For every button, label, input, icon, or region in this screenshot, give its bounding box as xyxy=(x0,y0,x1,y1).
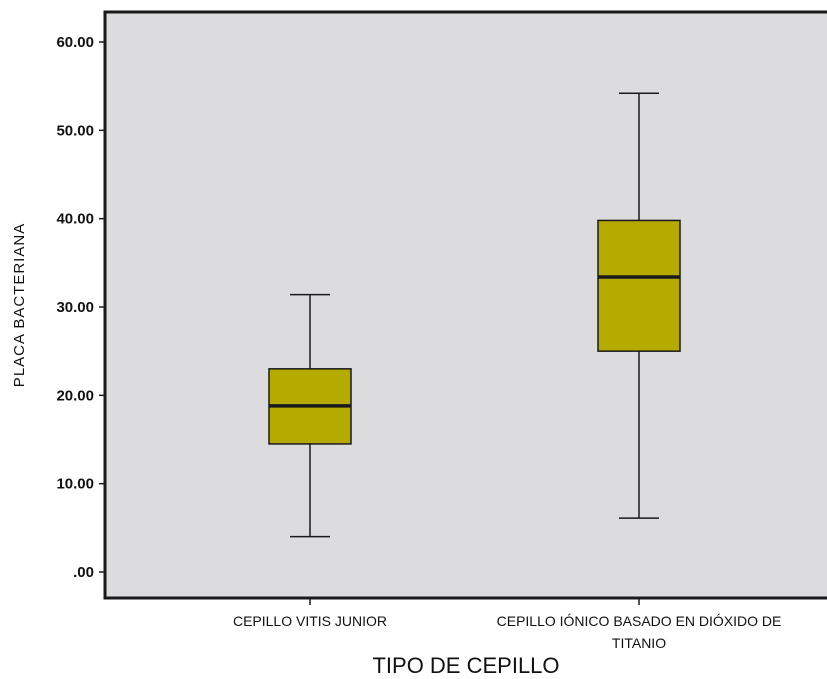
x-category-label: CEPILLO VITIS JUNIOR xyxy=(233,613,387,629)
iqr-box xyxy=(597,219,681,352)
y-axis-title: PLACA BACTERIANA xyxy=(11,223,28,387)
box-group xyxy=(268,293,352,538)
x-axis: CEPILLO VITIS JUNIOR CEPILLO IÓNICO BASAD… xyxy=(103,596,827,651)
plot-area xyxy=(105,12,827,598)
y-tick-label: .00 xyxy=(73,564,94,581)
y-tick-label: 20.00 xyxy=(56,387,94,404)
x-category-label: TITANIO xyxy=(612,635,666,651)
x-category-label: CEPILLO IÓNICO BASADO EN DIÓXIDO DE xyxy=(497,613,782,629)
y-tick-label: 10.00 xyxy=(56,476,94,493)
y-axis: .00 10.00 20.00 30.00 40.00 50.00 60.00 xyxy=(56,10,827,598)
y-tick-label: 60.00 xyxy=(56,34,94,51)
x-axis-title: TIPO DE CEPILLO xyxy=(372,653,559,678)
box-group xyxy=(597,92,681,519)
box-series xyxy=(268,92,681,538)
y-tick-label: 50.00 xyxy=(56,122,94,139)
y-tick-label: 30.00 xyxy=(56,299,94,316)
y-tick-label: 40.00 xyxy=(56,211,94,228)
